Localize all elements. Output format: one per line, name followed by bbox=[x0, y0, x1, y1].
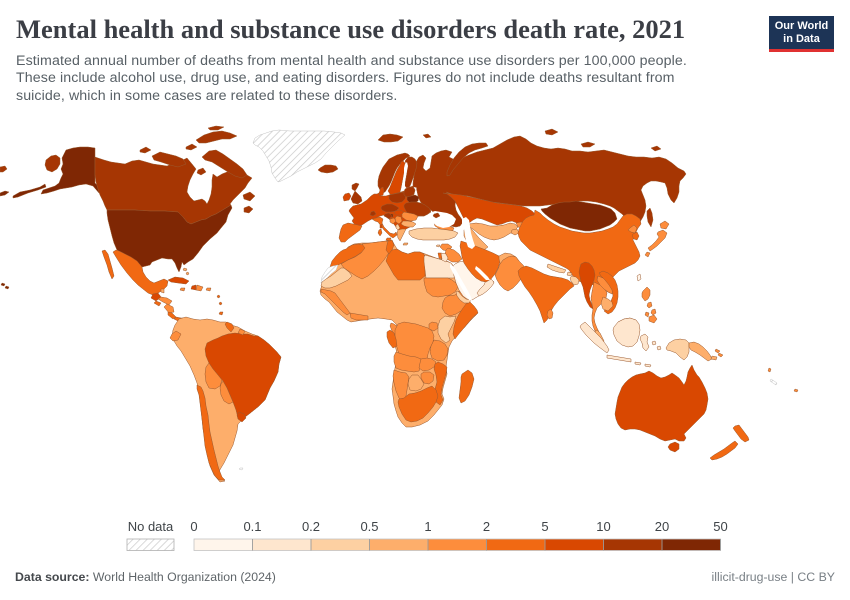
svg-text:2: 2 bbox=[483, 519, 490, 534]
svg-text:0.2: 0.2 bbox=[302, 519, 320, 534]
svg-text:0.1: 0.1 bbox=[243, 519, 261, 534]
svg-text:10: 10 bbox=[596, 519, 610, 534]
svg-text:0.5: 0.5 bbox=[360, 519, 378, 534]
svg-text:0: 0 bbox=[190, 519, 197, 534]
svg-text:50: 50 bbox=[713, 519, 727, 534]
svg-text:No data: No data bbox=[128, 519, 174, 534]
svg-text:1: 1 bbox=[424, 519, 431, 534]
svg-text:20: 20 bbox=[655, 519, 669, 534]
svg-text:5: 5 bbox=[541, 519, 548, 534]
